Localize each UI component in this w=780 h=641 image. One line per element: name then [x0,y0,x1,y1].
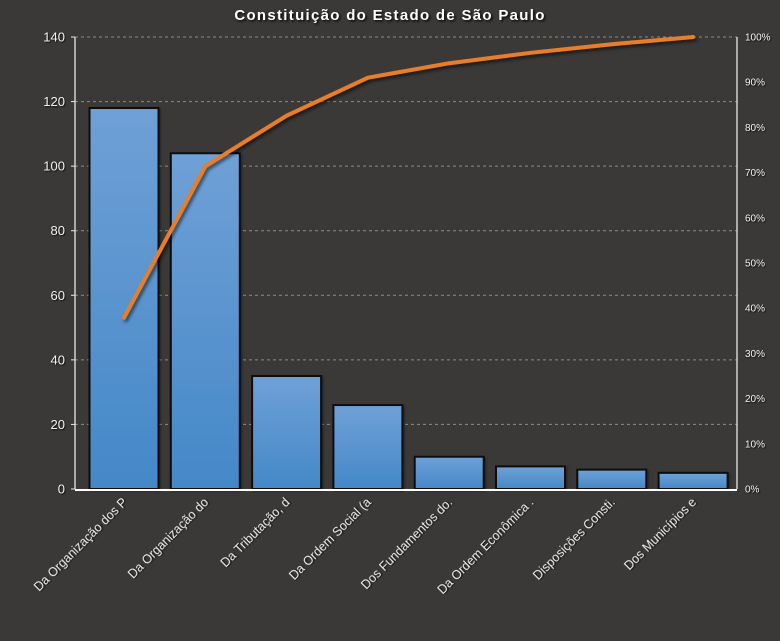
bar-1 [88,107,160,491]
cumulative-line [122,35,696,320]
category-label: Dos Municípios e [622,495,700,573]
bar-5 [413,455,485,491]
right-axis-label: 100% [745,33,771,44]
right-axis-label: 0% [745,485,760,496]
right-axis-label: 90% [745,78,765,89]
left-axis-label: 100 [43,159,65,174]
category-label: Da Tributação, d [218,495,293,570]
right-axis-label: 20% [745,394,765,405]
bar-8 [657,471,729,491]
category-label: Da Ordem Econômica . [435,495,537,597]
bar-7 [576,468,648,490]
left-axis-label: 80 [51,223,65,238]
right-axis-label: 70% [745,168,765,179]
right-axis-label: 40% [745,304,765,315]
left-axis-label: 0 [58,482,65,497]
right-axis-label: 10% [745,439,765,450]
right-axis-label: 80% [745,123,765,134]
bar-4 [332,404,404,490]
right-axis-label: 50% [745,259,765,270]
bar-6 [495,465,566,490]
right-axis-label: 30% [745,349,765,360]
bar-3 [251,375,323,490]
category-label: Da Organização dos P [31,495,130,594]
left-axis-label: 60 [51,288,65,303]
category-label: Disposições Consti. [530,495,618,583]
left-axis-label: 140 [43,30,65,45]
right-axis-label: 60% [745,213,765,224]
category-label: Da Organização do [125,495,211,581]
category-label: Da Ordem Social (a [287,495,375,583]
left-axis-label: 40 [51,352,65,367]
category-label: Dos Fundamentos do. [358,495,455,592]
bar-2 [169,152,241,490]
left-axis-label: 20 [51,417,65,432]
left-axis-label: 120 [43,94,65,109]
